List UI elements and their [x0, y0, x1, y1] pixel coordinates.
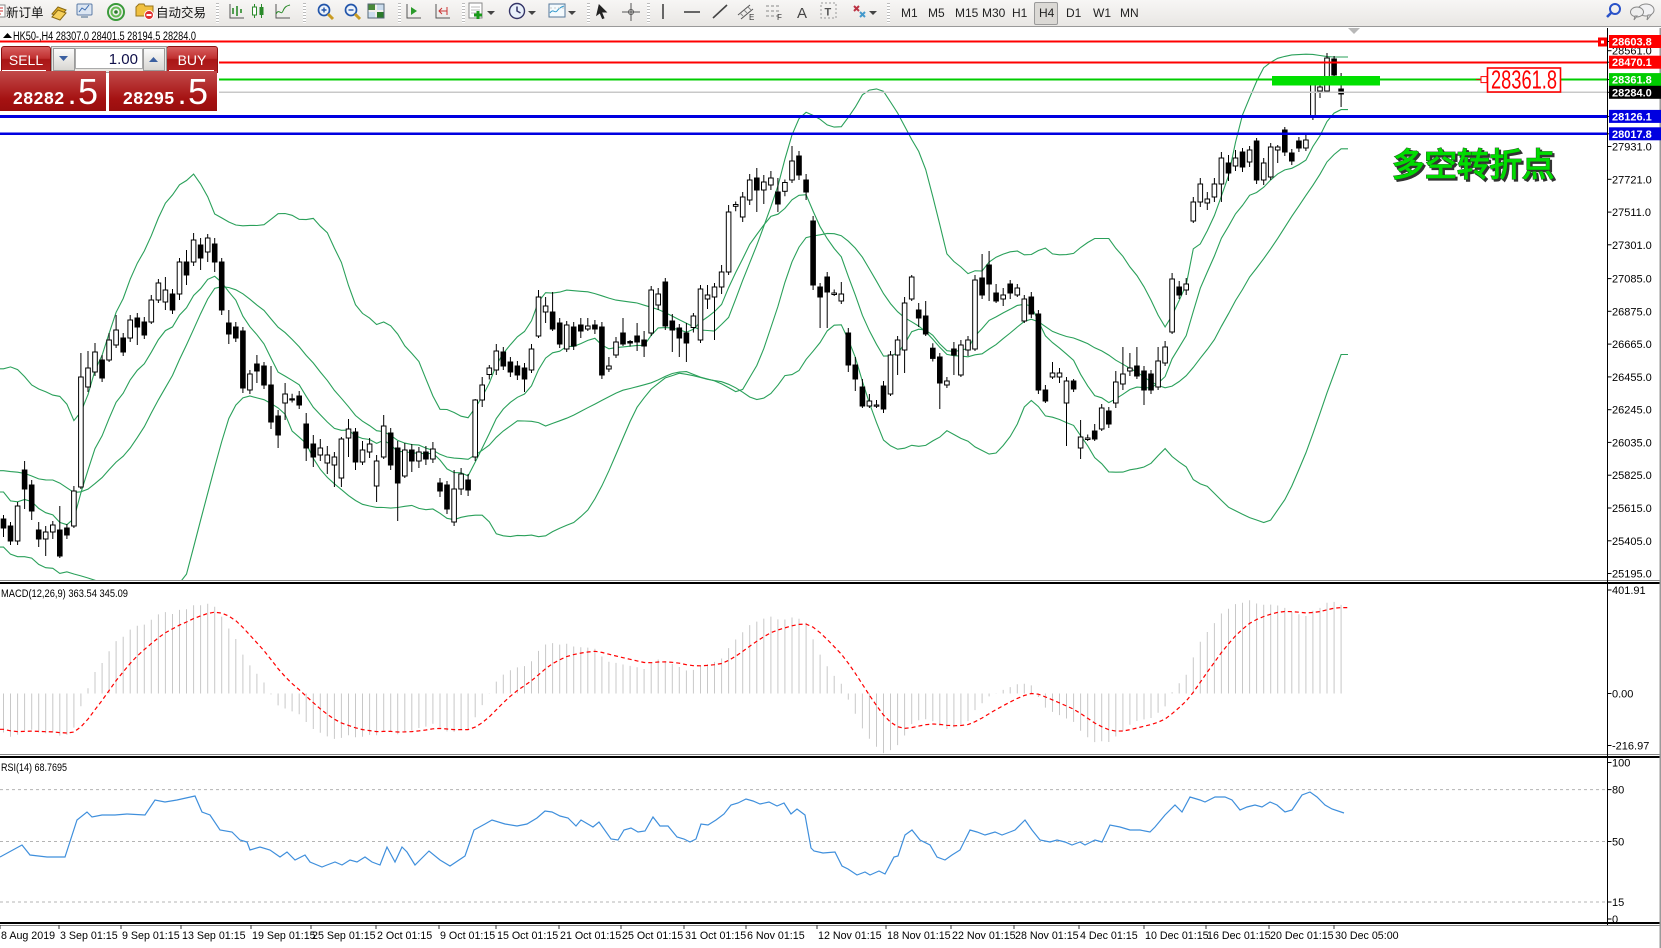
- svg-text:2 Oct 01:15: 2 Oct 01:15: [377, 930, 432, 942]
- svg-text:50: 50: [1612, 837, 1624, 849]
- svg-text:H1: H1: [1012, 6, 1028, 20]
- svg-text:3 Sep 01:15: 3 Sep 01:15: [60, 930, 118, 942]
- svg-text:D1: D1: [1066, 6, 1082, 20]
- svg-text:HK50-,H4 28307.0 28401.5 2819: HK50-,H4 28307.0 28401.5 28194.5 28284.0: [13, 31, 196, 43]
- svg-text:28017.8: 28017.8: [1612, 129, 1652, 141]
- svg-text:28603.8: 28603.8: [1612, 37, 1652, 49]
- svg-text:25825.0: 25825.0: [1612, 470, 1652, 482]
- svg-text:E: E: [749, 13, 754, 22]
- svg-text:RSI(14) 68.7695: RSI(14) 68.7695: [1, 762, 67, 774]
- svg-text:MN: MN: [1120, 6, 1139, 20]
- svg-text:80: 80: [1612, 785, 1624, 797]
- svg-text:16 Dec 01:15: 16 Dec 01:15: [1207, 930, 1271, 942]
- svg-text:27721.0: 27721.0: [1612, 174, 1652, 186]
- svg-text:401.91: 401.91: [1612, 585, 1646, 597]
- svg-text:6 Nov 01:15: 6 Nov 01:15: [747, 930, 805, 942]
- svg-text:15 Oct 01:15: 15 Oct 01:15: [497, 930, 558, 942]
- svg-text:新订单: 新订单: [6, 5, 44, 20]
- svg-text:28284.0: 28284.0: [1612, 87, 1652, 99]
- svg-text:22 Nov 01:15: 22 Nov 01:15: [952, 930, 1016, 942]
- svg-text:28361.8: 28361.8: [1612, 75, 1652, 87]
- svg-text:26875.0: 26875.0: [1612, 306, 1652, 318]
- svg-text:28 Nov 01:15: 28 Nov 01:15: [1015, 930, 1079, 942]
- svg-text:28282: 28282: [13, 88, 65, 108]
- svg-text:25405.0: 25405.0: [1612, 536, 1652, 548]
- svg-text:26035.0: 26035.0: [1612, 437, 1652, 449]
- svg-text:13 Sep 01:15: 13 Sep 01:15: [182, 930, 246, 942]
- svg-text:.: .: [69, 84, 75, 109]
- svg-text:28470.1: 28470.1: [1612, 57, 1652, 69]
- svg-text:A: A: [797, 5, 807, 22]
- svg-text:25615.0: 25615.0: [1612, 503, 1652, 515]
- svg-text:30 Dec 05:00: 30 Dec 05:00: [1335, 930, 1399, 942]
- svg-text:MACD(12,26,9) 363.54 345.09: MACD(12,26,9) 363.54 345.09: [1, 588, 128, 600]
- svg-text:25 Oct 01:15: 25 Oct 01:15: [622, 930, 683, 942]
- svg-text:27301.0: 27301.0: [1612, 240, 1652, 252]
- svg-text:9 Oct 01:15: 9 Oct 01:15: [440, 930, 495, 942]
- svg-text:19 Sep 01:15: 19 Sep 01:15: [252, 930, 316, 942]
- svg-text:-216.97: -216.97: [1612, 741, 1649, 753]
- svg-text:31 Oct 01:15: 31 Oct 01:15: [685, 930, 746, 942]
- svg-text:25195.0: 25195.0: [1612, 569, 1652, 581]
- svg-text:5: 5: [78, 71, 98, 111]
- svg-text:M1: M1: [901, 6, 918, 20]
- svg-text:28361.8: 28361.8: [1491, 65, 1557, 95]
- svg-text:T: T: [825, 7, 832, 19]
- svg-text:26455.0: 26455.0: [1612, 372, 1652, 384]
- svg-text:27931.0: 27931.0: [1612, 142, 1652, 154]
- svg-text:F: F: [777, 13, 782, 22]
- svg-text:4 Dec 01:15: 4 Dec 01:15: [1080, 930, 1138, 942]
- svg-text:H4: H4: [1039, 6, 1055, 20]
- svg-text:.: .: [179, 84, 185, 109]
- svg-text:28126.1: 28126.1: [1612, 111, 1652, 123]
- svg-text:100: 100: [1612, 758, 1630, 770]
- svg-text:27085.0: 27085.0: [1612, 274, 1652, 286]
- svg-text:M30: M30: [982, 6, 1006, 20]
- svg-text:多空转折点: 多空转折点: [1392, 147, 1555, 183]
- svg-text:28561.0: 28561.0: [1612, 46, 1652, 58]
- svg-text:15: 15: [1612, 897, 1624, 909]
- svg-text:26665.0: 26665.0: [1612, 339, 1652, 351]
- svg-text:0: 0: [1612, 914, 1618, 926]
- svg-text:M5: M5: [928, 6, 945, 20]
- svg-text:28295: 28295: [123, 88, 175, 108]
- svg-text:5: 5: [188, 71, 208, 111]
- svg-text:W1: W1: [1093, 6, 1111, 20]
- svg-text:26245.0: 26245.0: [1612, 405, 1652, 417]
- svg-text:25 Sep 01:15: 25 Sep 01:15: [312, 930, 376, 942]
- svg-text:20 Dec 01:15: 20 Dec 01:15: [1270, 930, 1334, 942]
- svg-text:18 Nov 01:15: 18 Nov 01:15: [887, 930, 951, 942]
- svg-text:12 Nov 01:15: 12 Nov 01:15: [818, 930, 882, 942]
- svg-text:0.00: 0.00: [1612, 689, 1633, 701]
- svg-text:自动交易: 自动交易: [156, 5, 206, 20]
- svg-text:27511.0: 27511.0: [1612, 207, 1651, 219]
- svg-text:10 Dec 01:15: 10 Dec 01:15: [1145, 930, 1209, 942]
- svg-text:8 Aug 2019: 8 Aug 2019: [1, 930, 55, 942]
- svg-text:M15: M15: [955, 6, 979, 20]
- svg-text:21 Oct 01:15: 21 Oct 01:15: [560, 930, 621, 942]
- svg-text:9 Sep 01:15: 9 Sep 01:15: [122, 930, 180, 942]
